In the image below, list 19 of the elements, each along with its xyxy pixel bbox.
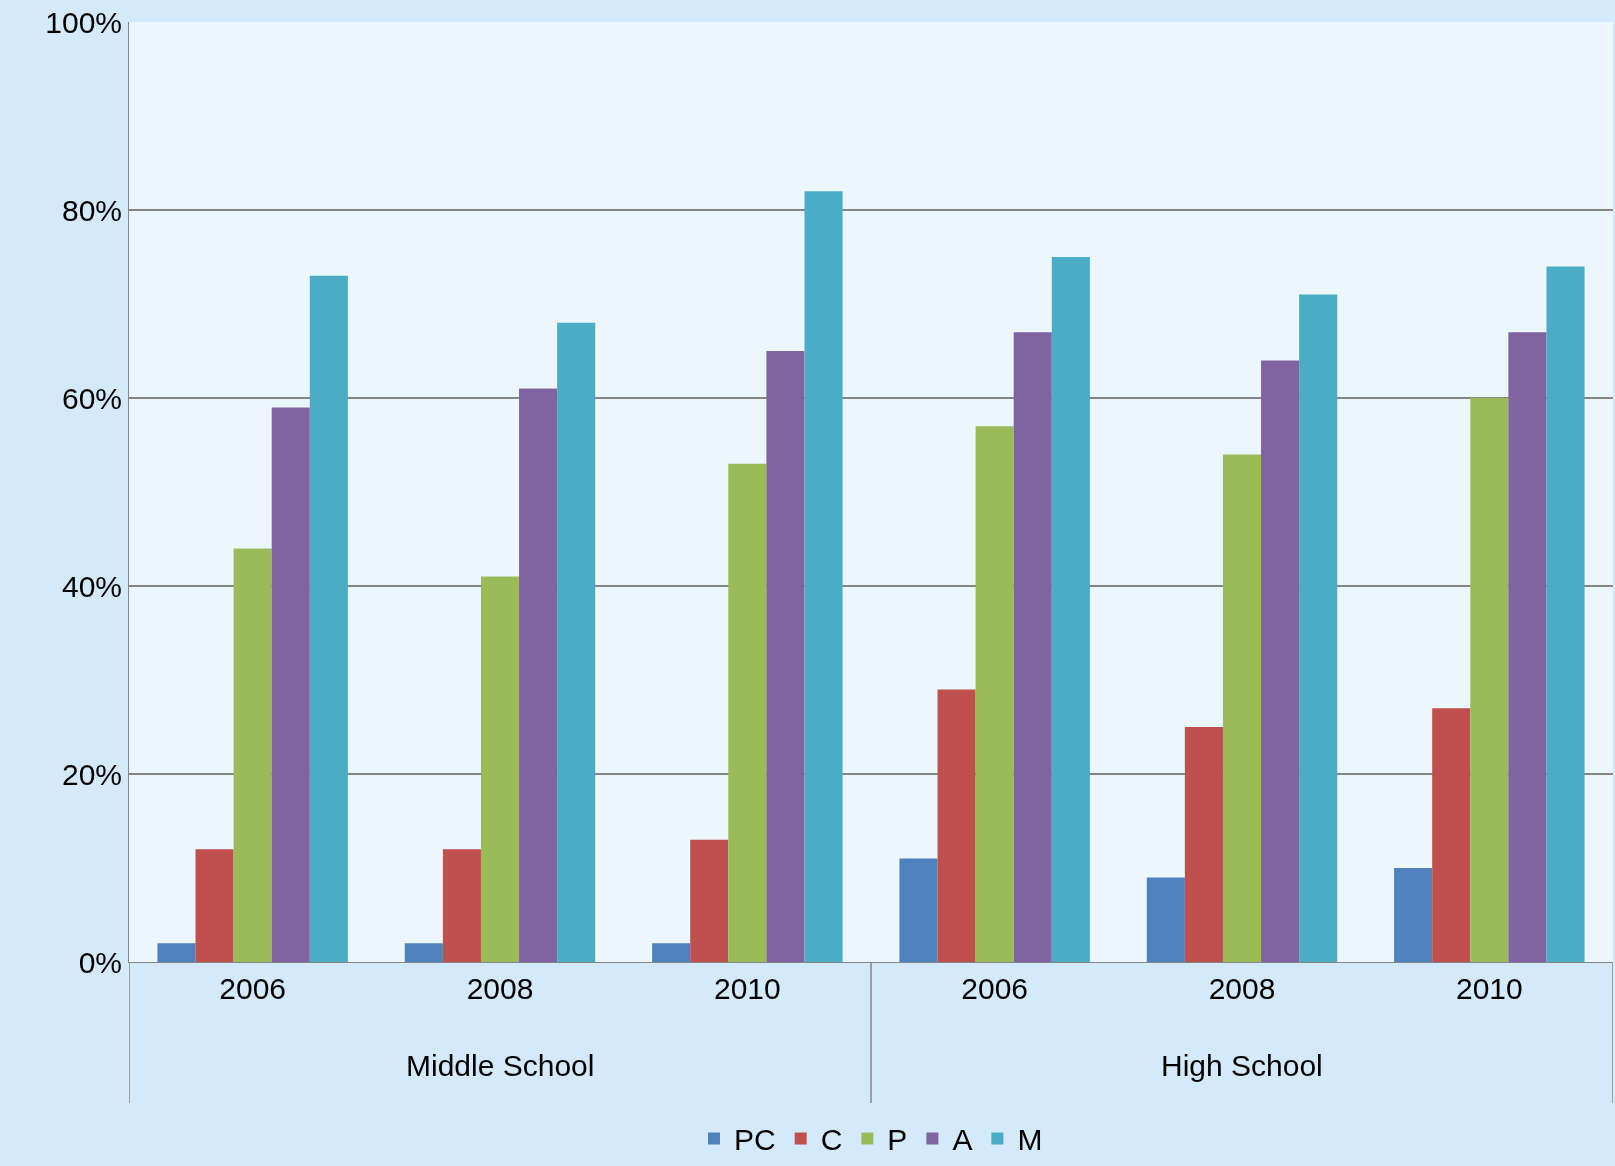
y-tick-label: 20%	[61, 757, 122, 791]
legend-label: P	[887, 1123, 908, 1157]
legend-label: C	[820, 1123, 843, 1157]
x-tick-label: 2008	[1208, 972, 1276, 1005]
legend-label: M	[1017, 1123, 1043, 1157]
y-tick-label: 60%	[61, 381, 122, 415]
y-tick-label: 0%	[78, 945, 122, 979]
text: Middle School	[406, 1049, 595, 1082]
text: High School	[1161, 1049, 1323, 1082]
y-tick-label: 100%	[45, 5, 122, 39]
x-tick-label: 2008	[466, 972, 534, 1005]
y-tick-label: 80%	[61, 193, 122, 227]
x-tick-label: 2006	[219, 972, 287, 1005]
x-tick-label: 2010	[1455, 972, 1523, 1005]
y-tick-label: 40%	[61, 569, 122, 603]
legend-label: PC	[734, 1123, 776, 1157]
x-tick-label: 2006	[961, 972, 1029, 1005]
legend-label: A	[952, 1123, 973, 1157]
x-tick-label: 2010	[713, 972, 781, 1005]
